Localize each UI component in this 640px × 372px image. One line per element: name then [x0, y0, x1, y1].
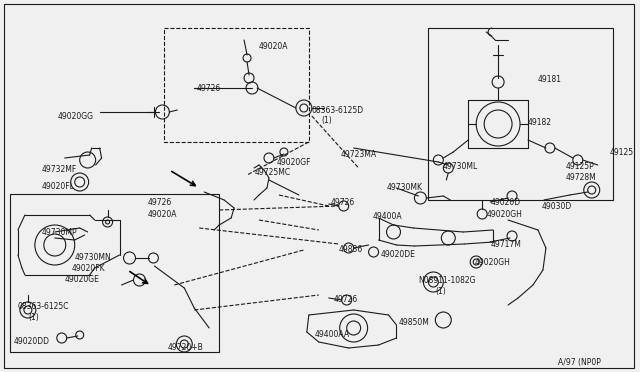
Bar	[164, 28, 309, 142]
Text: 49020FL: 49020FL	[42, 182, 75, 191]
Bar	[428, 28, 612, 200]
Text: 49182: 49182	[528, 118, 552, 127]
Text: (1): (1)	[28, 313, 38, 322]
Text: 49726: 49726	[333, 295, 358, 304]
Text: 49020GG: 49020GG	[58, 112, 94, 121]
Text: A/97 (NP0P: A/97 (NP0P	[558, 358, 601, 367]
Text: 49020A: 49020A	[259, 42, 289, 51]
Text: (1): (1)	[435, 287, 446, 296]
Text: 49717M: 49717M	[490, 240, 521, 249]
Text: 49020GH: 49020GH	[486, 210, 522, 219]
Text: 49020GE: 49020GE	[65, 275, 100, 284]
Text: 08363-6125C: 08363-6125C	[18, 302, 69, 311]
Text: 49020FK: 49020FK	[72, 264, 106, 273]
Text: 49723MA: 49723MA	[340, 150, 377, 159]
Text: 49020A: 49020A	[147, 210, 177, 219]
Text: N08911-1082G: N08911-1082G	[419, 276, 476, 285]
Text: 49726: 49726	[147, 198, 172, 207]
Text: 49020GH: 49020GH	[474, 258, 510, 267]
Text: 49020DD: 49020DD	[14, 337, 50, 346]
Text: 49400A: 49400A	[372, 212, 402, 221]
Text: 49181: 49181	[538, 75, 562, 84]
Text: 49030D: 49030D	[542, 202, 572, 211]
Text: 49020GF: 49020GF	[277, 158, 312, 167]
Text: 49728M: 49728M	[566, 173, 596, 182]
Text: 49850M: 49850M	[399, 318, 429, 327]
Text: 49730ML: 49730ML	[442, 162, 477, 171]
Text: 49726: 49726	[331, 198, 355, 207]
Text: 49125: 49125	[610, 148, 634, 157]
Text: 49730MP: 49730MP	[42, 228, 77, 237]
Text: 49020D: 49020D	[490, 198, 520, 207]
Text: 49730MN: 49730MN	[75, 253, 111, 262]
Text: 49732MF: 49732MF	[42, 165, 77, 174]
Text: 49125P: 49125P	[566, 162, 595, 171]
Text: 08363-6125D: 08363-6125D	[312, 106, 364, 115]
Text: (1): (1)	[322, 116, 333, 125]
Text: 49400AA: 49400AA	[315, 330, 350, 339]
Text: 49730MK: 49730MK	[387, 183, 422, 192]
Text: 49726: 49726	[196, 84, 221, 93]
Text: 49836: 49836	[339, 245, 363, 254]
Text: 49720+B: 49720+B	[168, 343, 203, 352]
Bar	[10, 194, 219, 352]
Text: 49725MC: 49725MC	[255, 168, 291, 177]
Text: 49020DE: 49020DE	[381, 250, 415, 259]
